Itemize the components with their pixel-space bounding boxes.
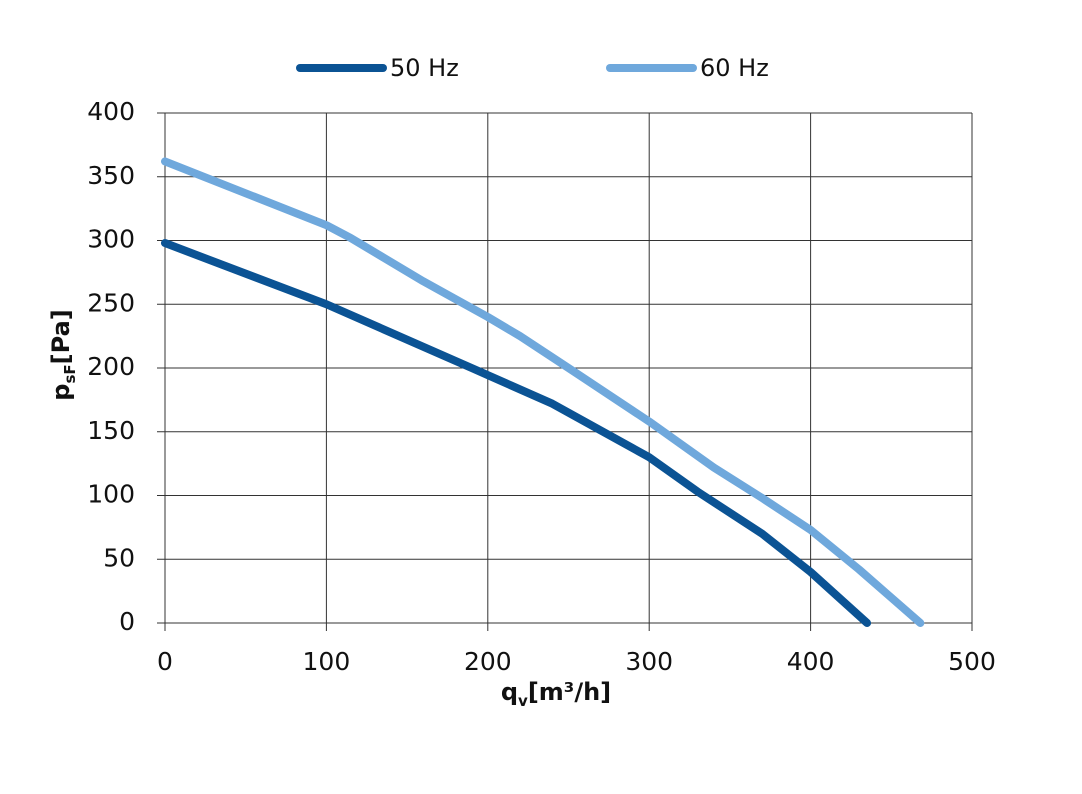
y-tick-label: 50 — [103, 543, 135, 572]
x-tick-label: 200 — [464, 647, 512, 676]
x-axis-label: qv[m³/h] — [501, 678, 611, 710]
y-label-sub: sF — [61, 364, 79, 383]
x-label-main: q — [501, 678, 518, 706]
y-label-unit: [Pa] — [47, 309, 75, 364]
x-tick-label: 0 — [157, 647, 173, 676]
y-tick-label: 0 — [119, 607, 135, 636]
y-axis-label: psF[Pa] — [47, 309, 79, 400]
y-tick-label: 350 — [87, 161, 135, 190]
x-tick-label: 100 — [303, 647, 351, 676]
x-tick-label: 400 — [787, 647, 835, 676]
line-series — [161, 239, 872, 627]
legend-label: 50 Hz — [390, 54, 459, 82]
x-tick-label: 500 — [948, 647, 996, 676]
y-tick-label: 250 — [87, 288, 135, 317]
y-label-main: p — [47, 384, 75, 401]
y-tick-label: 100 — [87, 480, 135, 509]
y-tick-label: 400 — [87, 97, 135, 126]
x-tick-label: 300 — [625, 647, 673, 676]
y-tick-label: 200 — [87, 352, 135, 381]
line-series — [161, 157, 925, 627]
x-label-unit: [m³/h] — [528, 678, 611, 706]
y-tick-label: 150 — [87, 416, 135, 445]
y-tick-label: 300 — [87, 225, 135, 254]
legend-label: 60 Hz — [700, 54, 769, 82]
x-label-sub: v — [518, 692, 528, 710]
